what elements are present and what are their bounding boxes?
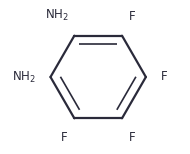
Text: F: F [129, 132, 136, 144]
Text: F: F [61, 132, 67, 144]
Text: NH$_2$: NH$_2$ [12, 69, 35, 85]
Text: F: F [161, 71, 168, 83]
Text: NH$_2$: NH$_2$ [45, 7, 69, 22]
Text: F: F [129, 10, 136, 22]
